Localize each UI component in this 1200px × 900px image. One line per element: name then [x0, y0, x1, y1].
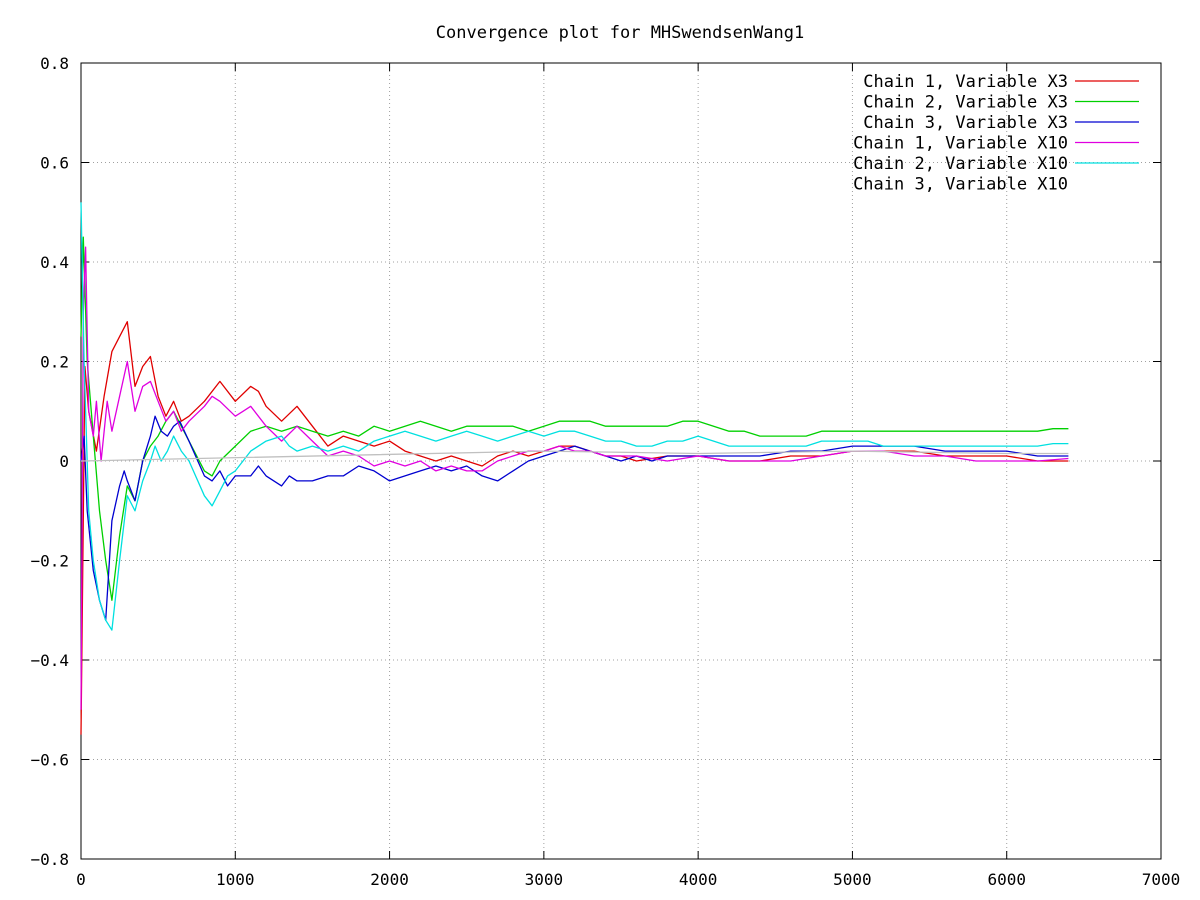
y-tick-label: −0.4 — [30, 651, 69, 670]
series-lines — [80, 202, 1069, 735]
series-line-2 — [80, 236, 1069, 601]
legend-label-6: Chain 3, Variable X10 — [853, 175, 1068, 195]
legend-label-4: Chain 1, Variable X10 — [853, 134, 1068, 154]
x-tick-label: 3000 — [525, 870, 564, 889]
x-tick-label: 4000 — [679, 870, 718, 889]
y-tick-label: −0.2 — [30, 552, 69, 571]
x-tick-label: 7000 — [1142, 870, 1181, 889]
x-tick-label: 0 — [76, 870, 86, 889]
legend-label-5: Chain 2, Variable X10 — [853, 154, 1068, 174]
series-line-4 — [80, 246, 1069, 710]
y-tick-label: −0.6 — [30, 751, 69, 770]
y-tick-label: 0.2 — [40, 353, 69, 372]
x-tick-label: 6000 — [987, 870, 1026, 889]
axes: 0 1000 2000 3000 4000 5000 6000 7000 −0.8 −0.6 −0.… — [30, 54, 1180, 889]
y-tick-label: 0.6 — [40, 154, 69, 173]
chart-title: Convergence plot for MHSwendsenWang1 — [436, 23, 804, 43]
series-line-6 — [80, 450, 1069, 462]
series-line-1 — [80, 321, 1069, 735]
x-tick-label: 5000 — [833, 870, 872, 889]
series-line-5 — [80, 202, 1069, 631]
y-tick-label: −0.8 — [30, 850, 69, 869]
y-tick-label: 0 — [59, 452, 69, 471]
legend-label-3: Chain 3, Variable X3 — [863, 113, 1068, 133]
x-tick-label: 1000 — [216, 870, 255, 889]
legend-label-1: Chain 1, Variable X3 — [863, 72, 1068, 92]
x-tick-label: 2000 — [370, 870, 409, 889]
y-tick-label: 0.8 — [40, 54, 69, 73]
series-line-3 — [80, 415, 1069, 621]
legend-label-2: Chain 2, Variable X3 — [863, 93, 1068, 113]
y-tick-label: 0.4 — [40, 253, 69, 272]
